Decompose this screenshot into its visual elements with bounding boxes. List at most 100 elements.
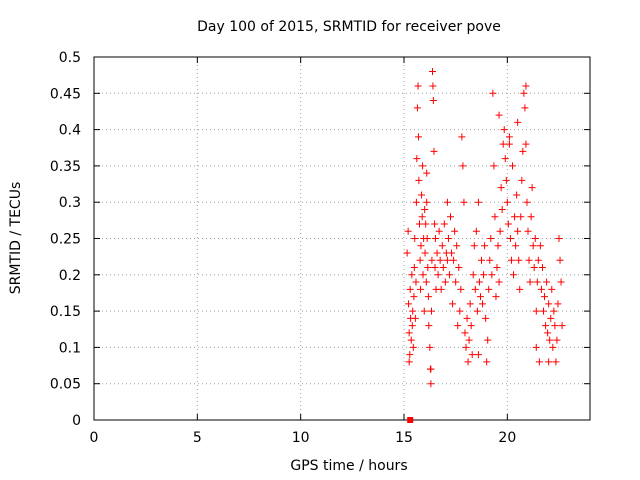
data-point xyxy=(435,227,443,235)
data-point xyxy=(499,140,507,148)
data-point xyxy=(482,314,490,322)
data-point xyxy=(486,256,494,264)
data-point xyxy=(413,104,421,112)
data-point xyxy=(429,82,437,90)
data-point xyxy=(513,191,521,199)
data-point xyxy=(548,285,556,293)
data-point xyxy=(406,351,414,359)
y-tick-label: 0.1 xyxy=(59,340,81,356)
data-point xyxy=(421,249,429,257)
x-axis-label: GPS time / hours xyxy=(290,458,407,474)
data-point xyxy=(480,271,488,279)
data-point xyxy=(462,343,470,351)
data-point xyxy=(464,358,472,366)
data-point xyxy=(437,285,445,293)
data-point xyxy=(481,242,489,250)
data-point xyxy=(427,380,435,388)
data-point xyxy=(404,227,412,235)
data-point xyxy=(483,358,491,366)
data-point xyxy=(502,176,510,184)
data-point xyxy=(512,242,520,250)
data-point xyxy=(523,198,531,206)
data-point xyxy=(427,307,435,315)
axis-ticks xyxy=(93,56,590,421)
y-tick-label: 0.15 xyxy=(50,304,81,320)
data-point xyxy=(487,235,495,242)
data-point xyxy=(537,285,545,293)
data-point xyxy=(434,271,442,279)
data-point xyxy=(410,293,418,301)
data-point xyxy=(429,97,437,105)
y-tick-label: 0.25 xyxy=(50,232,81,248)
data-point xyxy=(504,220,512,228)
data-point xyxy=(407,336,415,344)
data-point xyxy=(414,133,422,141)
data-point xyxy=(520,89,528,97)
data-point xyxy=(421,205,429,213)
data-point xyxy=(412,198,420,206)
data-point xyxy=(530,264,538,272)
data-point xyxy=(445,271,453,279)
data-point xyxy=(494,242,502,250)
x-tick-label: 0 xyxy=(90,430,99,446)
data-point xyxy=(410,264,418,272)
data-point xyxy=(409,307,417,315)
data-point xyxy=(556,256,564,264)
data-point xyxy=(443,256,451,264)
y-axis-label: SRMTID / TECUs xyxy=(8,182,24,295)
data-point xyxy=(479,300,487,308)
data-point xyxy=(522,140,530,148)
data-point xyxy=(478,256,485,264)
data-point xyxy=(414,82,422,90)
data-point xyxy=(525,256,533,264)
data-point xyxy=(409,343,417,351)
data-point xyxy=(532,307,540,315)
data-point xyxy=(474,198,482,206)
data-point xyxy=(420,307,428,315)
data-point xyxy=(461,329,469,337)
data-point xyxy=(527,213,535,221)
data-point xyxy=(436,256,444,264)
data-point xyxy=(472,227,480,235)
data-point xyxy=(453,242,461,250)
data-point xyxy=(405,358,413,366)
data-point xyxy=(495,111,503,119)
data-point xyxy=(452,278,460,286)
data-point xyxy=(438,242,446,250)
data-point xyxy=(497,184,505,192)
y-tick-label: 0 xyxy=(72,413,81,429)
data-point xyxy=(555,235,563,242)
data-point xyxy=(543,278,551,286)
data-point xyxy=(405,300,413,308)
data-point xyxy=(514,118,522,126)
data-point-square xyxy=(407,417,414,423)
data-point xyxy=(431,264,439,272)
data-point xyxy=(424,264,432,272)
data-point xyxy=(475,278,483,286)
data-point xyxy=(423,235,431,242)
y-tick-label: 0.05 xyxy=(50,377,81,393)
chart-title: Day 100 of 2015, SRMTID for receiver pov… xyxy=(197,19,501,35)
data-point xyxy=(503,198,511,206)
y-tick-label: 0.3 xyxy=(59,195,81,211)
data-point xyxy=(449,300,457,308)
data-point xyxy=(416,220,423,228)
data-point xyxy=(422,220,430,228)
data-point xyxy=(418,213,426,221)
data-point xyxy=(510,271,518,279)
data-point xyxy=(403,249,411,257)
data-point xyxy=(498,205,506,213)
data-point xyxy=(431,235,439,242)
y-tick-label: 0.2 xyxy=(59,268,81,284)
data-point xyxy=(540,307,547,315)
data-point xyxy=(408,271,416,279)
data-point xyxy=(550,307,558,315)
data-point xyxy=(484,336,492,344)
data-point xyxy=(553,336,561,344)
data-point xyxy=(506,235,514,242)
data-point xyxy=(430,147,438,155)
data-point xyxy=(541,293,549,301)
data-point xyxy=(455,264,463,272)
data-point xyxy=(489,89,497,97)
